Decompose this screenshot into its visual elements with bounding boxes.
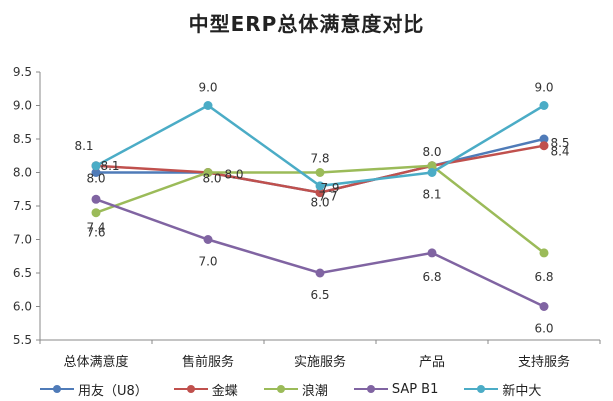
y-tick-label: 7.0 bbox=[13, 233, 32, 247]
x-tick-label: 产品 bbox=[419, 355, 445, 370]
data-point bbox=[427, 161, 437, 171]
data-label: 7.4 bbox=[86, 220, 105, 234]
data-point bbox=[203, 101, 213, 110]
x-tick-label: 实施服务 bbox=[294, 354, 346, 370]
data-label: 8.0 bbox=[310, 196, 329, 210]
x-tick-label: 售前服务 bbox=[182, 354, 234, 370]
legend-swatch bbox=[173, 383, 208, 395]
data-label: 7.7 bbox=[318, 190, 337, 204]
y-tick-label: 5.5 bbox=[13, 333, 32, 347]
data-point bbox=[539, 141, 549, 151]
data-label: 7.9 bbox=[320, 181, 339, 195]
data-label: 9.0 bbox=[198, 81, 217, 95]
data-point bbox=[91, 208, 101, 218]
y-tick-label: 7.5 bbox=[13, 199, 32, 213]
y-tick-label: 8.5 bbox=[13, 132, 32, 146]
data-label: 8.4 bbox=[550, 145, 569, 159]
data-point bbox=[427, 248, 437, 258]
legend-label: 新中大 bbox=[502, 383, 542, 399]
data-label: 8.5 bbox=[550, 136, 569, 150]
data-point bbox=[315, 181, 325, 191]
data-label: 7.8 bbox=[310, 152, 329, 166]
legend-label: SAP B1 bbox=[391, 381, 439, 397]
data-label: 8.1 bbox=[422, 188, 441, 202]
data-point bbox=[91, 168, 101, 177]
data-label: 8.0 bbox=[86, 172, 105, 186]
data-label: 6.0 bbox=[534, 322, 553, 336]
chart-title: 中型ERP总体满意度对比 bbox=[188, 12, 425, 36]
data-point bbox=[539, 302, 549, 311]
legend-swatch bbox=[353, 383, 388, 395]
data-point bbox=[315, 268, 325, 278]
y-tick-label: 6.0 bbox=[13, 300, 32, 314]
line-chart: 5.5 6.0 6.5 7.0 7.5 8.0 8.5 9.0 9.5 总体满意度 售前服务 实施服务… bbox=[13, 65, 601, 370]
data-label: 8.0 bbox=[422, 145, 441, 159]
data-label: 8.0 bbox=[202, 172, 221, 186]
data-label: 9.0 bbox=[534, 81, 553, 95]
data-point bbox=[315, 188, 325, 198]
data-label: 6.5 bbox=[310, 288, 329, 302]
data-point bbox=[91, 194, 101, 204]
data-label: 6.8 bbox=[534, 270, 553, 284]
legend-swatch bbox=[263, 383, 298, 395]
data-point bbox=[203, 235, 213, 244]
legend-item: 用友（U8） bbox=[40, 380, 148, 399]
data-point bbox=[539, 101, 549, 110]
data-label: 8.0 bbox=[224, 168, 243, 182]
data-point bbox=[539, 134, 549, 144]
data-point bbox=[539, 248, 549, 258]
data-label: 6.8 bbox=[422, 270, 441, 284]
chart-legend: 用友（U8） 金蝶 浪潮 SAP B1 新中大 bbox=[40, 380, 567, 399]
x-tick-label: 支持服务 bbox=[518, 354, 570, 370]
data-point bbox=[203, 168, 213, 177]
legend-swatch bbox=[464, 383, 499, 395]
data-label: 8.1 bbox=[74, 139, 93, 153]
legend-item: 金蝶 bbox=[173, 380, 238, 399]
y-tick-label: 8.0 bbox=[13, 166, 32, 180]
x-tick-label: 总体满意度 bbox=[63, 354, 128, 370]
legend-swatch bbox=[40, 383, 74, 395]
legend-label: 浪潮 bbox=[301, 383, 328, 399]
legend-item: 新中大 bbox=[464, 380, 541, 399]
data-label: 8.1 bbox=[100, 159, 119, 173]
data-label: 7.0 bbox=[198, 255, 217, 269]
data-point bbox=[315, 168, 325, 177]
y-tick-label: 6.5 bbox=[13, 266, 32, 280]
y-tick-label: 9.5 bbox=[13, 65, 32, 79]
data-point bbox=[91, 161, 101, 171]
data-label: 7.6 bbox=[86, 226, 105, 240]
legend-label: 金蝶 bbox=[211, 383, 238, 399]
legend-item: SAP B1 bbox=[353, 381, 439, 397]
data-point bbox=[427, 168, 437, 177]
y-tick-label: 9.0 bbox=[13, 99, 32, 113]
legend-label: 用友（U8） bbox=[78, 383, 148, 399]
legend-item: 浪潮 bbox=[263, 380, 328, 399]
